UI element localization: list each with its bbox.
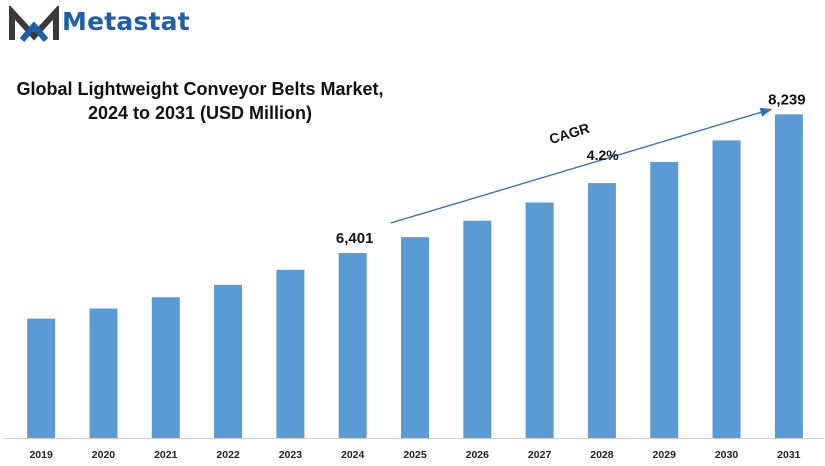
- x-tick-label-2022: 2022: [216, 449, 240, 461]
- bar-2022: [214, 284, 243, 438]
- bar-2027: [525, 202, 554, 438]
- bar-2020: [89, 308, 118, 438]
- bar-2025: [401, 237, 429, 438]
- bar-2026: [463, 220, 492, 438]
- bar-2023: [276, 269, 305, 438]
- chart-title: Global Lightweight Conveyor Belts Market…: [0, 77, 400, 125]
- x-tick-label-2026: 2026: [466, 449, 490, 461]
- cagr-label: CAGR: [547, 120, 591, 147]
- x-tick-label-2019: 2019: [29, 449, 53, 461]
- chart-title-line-1: Global Lightweight Conveyor Belts Market…: [16, 79, 384, 99]
- data-label-2024: 6,401: [336, 230, 374, 247]
- x-tick-label-2025: 2025: [403, 449, 427, 461]
- bar-2021: [151, 297, 180, 438]
- chart-title-line-2: 2024 to 2031 (USD Million): [87, 103, 313, 123]
- bar-2019: [27, 318, 56, 438]
- bar-2028: [587, 183, 616, 438]
- bar-2024: [338, 253, 367, 438]
- brand-name: Metastat: [62, 7, 190, 36]
- x-tick-label-2023: 2023: [279, 449, 303, 461]
- x-tick-label-2029: 2029: [653, 449, 677, 461]
- bar-2030: [712, 140, 741, 438]
- cagr-arrow: [390, 107, 773, 224]
- x-tick-label-2024: 2024: [341, 449, 365, 461]
- x-tick-label-2020: 2020: [92, 449, 116, 461]
- x-tick-label-2031: 2031: [777, 449, 801, 461]
- metastat-logo: [9, 6, 59, 42]
- data-label-2031: 8,239: [768, 91, 806, 108]
- x-tick-label-2030: 2030: [715, 449, 739, 461]
- bar-2029: [650, 162, 679, 438]
- x-tick-label-2021: 2021: [154, 449, 178, 461]
- x-tick-label-2028: 2028: [590, 449, 614, 461]
- x-tick-label-2027: 2027: [528, 449, 552, 461]
- cagr-value: 4.2%: [587, 147, 619, 163]
- bar-2031: [774, 114, 803, 438]
